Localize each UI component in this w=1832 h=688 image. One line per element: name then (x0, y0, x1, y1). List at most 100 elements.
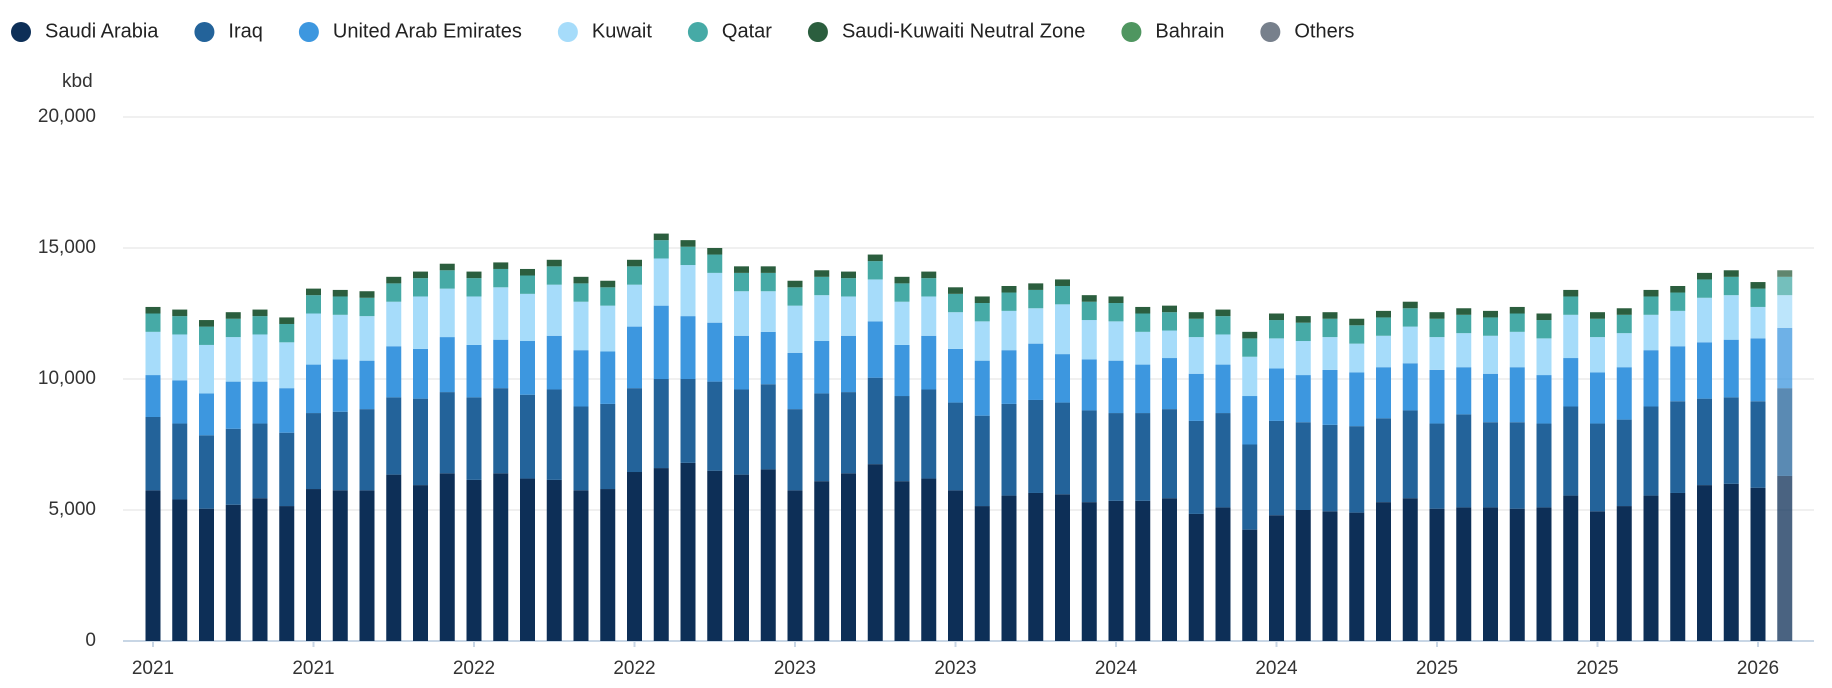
bar-segment (1322, 312, 1338, 319)
bar-segment (1215, 316, 1231, 335)
bar-segment (1028, 492, 1044, 641)
bar-segment (413, 485, 428, 641)
bar-segment (1643, 495, 1659, 641)
y-axis-unit: kbd (62, 71, 93, 92)
bar-segment (199, 393, 214, 436)
bar-segment (573, 490, 589, 641)
bar-segment (921, 296, 937, 336)
bar-segment (413, 271, 428, 279)
bar-segment (1215, 334, 1231, 365)
bar-segment (1509, 508, 1525, 641)
bar-segment (1349, 325, 1365, 344)
bar-segment (653, 233, 669, 241)
bar-segment (653, 258, 669, 306)
bar-segment (1616, 308, 1632, 315)
bar-segment (1108, 303, 1124, 322)
bar-segment (199, 344, 214, 394)
bar-segment (199, 508, 214, 641)
bar-segment (225, 381, 241, 429)
bar-segment (252, 381, 268, 424)
bar-segment (172, 316, 188, 335)
bar-segment (546, 284, 562, 336)
bar-segment (734, 474, 749, 641)
bar-segment (332, 490, 348, 641)
bar-segment (948, 402, 963, 491)
bar-segment (1697, 297, 1712, 343)
bar-segment (1697, 398, 1712, 486)
bar-segment (600, 403, 616, 490)
bar-segment (707, 254, 723, 273)
bar-segment (1536, 375, 1552, 424)
bar-segment (1028, 343, 1044, 400)
bar-segment (734, 389, 749, 475)
y-tick-label: 0 (85, 630, 96, 651)
bar-segment (1376, 418, 1391, 503)
bar-segment (573, 350, 589, 407)
bar-segment (1162, 409, 1177, 499)
bar-segment (894, 301, 910, 345)
bar-segment (1269, 368, 1284, 421)
bar-segment (1590, 372, 1605, 424)
bar-segment (466, 296, 482, 345)
bar-segment (1162, 312, 1177, 331)
bar-segment (627, 326, 642, 389)
bar-segment (1536, 320, 1552, 339)
bar-segment (707, 470, 723, 641)
x-tick-label: 2022 (453, 658, 495, 679)
bar-segment (1750, 282, 1766, 289)
bar-segment (172, 380, 188, 424)
y-tick-label: 5,000 (48, 499, 96, 520)
bar-segment (760, 384, 776, 470)
bar-segment (1135, 364, 1151, 414)
x-tick-label: 2021 (292, 658, 334, 679)
bar-segment (1402, 410, 1418, 499)
bar-segment (1349, 512, 1365, 641)
bar-segment (252, 334, 268, 382)
bar-segment (306, 489, 321, 641)
x-tick-label: 2026 (1737, 658, 1779, 679)
bar-segment (867, 464, 883, 641)
x-tick-label: 2024 (1255, 658, 1298, 679)
bar-segment (627, 388, 642, 473)
bar-segment (225, 318, 241, 338)
bar-segment (1616, 314, 1632, 334)
bar-segment (894, 283, 910, 302)
bar-segment (600, 287, 616, 306)
bar-segment (546, 335, 562, 390)
bar-segment (1295, 341, 1311, 376)
bar-segment (466, 397, 482, 480)
bar-segment (359, 297, 375, 317)
bar-segment (1242, 356, 1258, 397)
bar-segment (279, 506, 295, 641)
bar-segment (1670, 401, 1686, 493)
bar-segment (386, 276, 402, 284)
bar-segment (1162, 358, 1177, 410)
bar-segment (1081, 320, 1097, 360)
bar-segment (1483, 507, 1498, 641)
bar-segment (894, 481, 910, 641)
bar-segment (1028, 399, 1044, 493)
bar-segment (760, 291, 776, 332)
bar-segment (1028, 289, 1044, 309)
legend-swatch (687, 22, 708, 42)
bar-segment (1188, 373, 1204, 421)
bar-segment (145, 313, 161, 332)
bar-segment (1349, 318, 1365, 326)
bar-segment (332, 296, 348, 315)
bar-segment (948, 293, 963, 313)
bar-segment (1429, 423, 1445, 509)
bar-segment (1777, 276, 1793, 296)
bar-segment (867, 279, 883, 322)
bar-segment (841, 473, 856, 641)
bar-segment (145, 490, 161, 641)
bar-segment (707, 248, 723, 255)
bar-segment (1483, 335, 1498, 374)
bar-segment (1108, 321, 1124, 361)
bar-segment (1108, 500, 1124, 641)
bar-segment (1028, 308, 1044, 344)
bar-segment (734, 335, 749, 390)
bar-segment (1670, 492, 1686, 641)
bar-segment (145, 375, 161, 417)
bar-segment (1563, 296, 1579, 315)
bar-segment (974, 360, 990, 416)
